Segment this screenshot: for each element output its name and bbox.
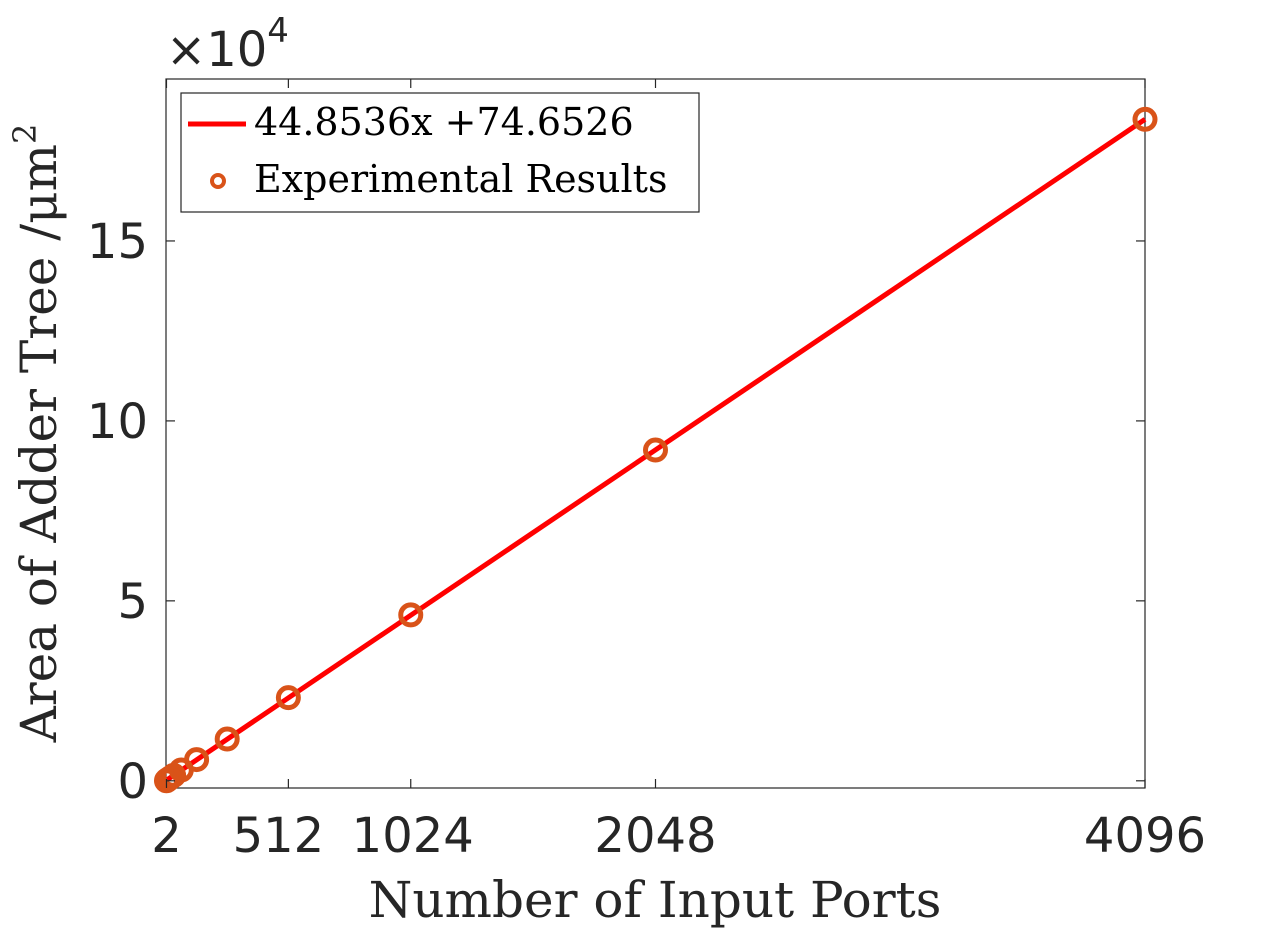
fit-line xyxy=(165,117,1147,783)
x-tick-label: 1024 xyxy=(352,808,474,864)
legend-marker-label: Experimental Results xyxy=(254,157,667,201)
x-axis-label: Number of Input Ports xyxy=(369,871,942,929)
data-point xyxy=(184,747,210,773)
y-axis-label: Area of Adder Tree /μm2 xyxy=(6,124,68,744)
legend: 44.8536x +74.6526 Experimental Results xyxy=(180,92,700,213)
y-multiplier: ×104 xyxy=(166,11,289,78)
data-point xyxy=(275,685,301,711)
y-multiplier-exponent: 4 xyxy=(267,11,289,51)
y-axis-label-superscript: 2 xyxy=(6,124,44,144)
x-tick-label: 2 xyxy=(151,808,182,864)
y-tick-label: 5 xyxy=(117,574,148,630)
data-point xyxy=(1132,106,1158,132)
y-tick-label: 10 xyxy=(87,394,148,450)
legend-marker-swatch xyxy=(210,173,226,189)
x-tick-label: 2048 xyxy=(594,808,716,864)
legend-box xyxy=(180,92,700,213)
y-multiplier-base: ×10 xyxy=(166,22,267,78)
data-point xyxy=(643,437,668,463)
legend-line-label: 44.8536x +74.6526 xyxy=(254,100,634,144)
axis-ticks: 2 512 1024 2048 4096 0 5 10 15 xyxy=(87,79,1206,864)
data-point xyxy=(214,726,240,752)
x-tick-label: 4096 xyxy=(1084,808,1206,864)
y-tick-label: 15 xyxy=(87,214,148,270)
y-axis-label-text: Area of Adder Tree /μm xyxy=(10,144,68,743)
x-tick-label: 512 xyxy=(233,808,325,864)
data-point xyxy=(398,602,424,628)
y-tick-label: 0 xyxy=(117,754,148,810)
